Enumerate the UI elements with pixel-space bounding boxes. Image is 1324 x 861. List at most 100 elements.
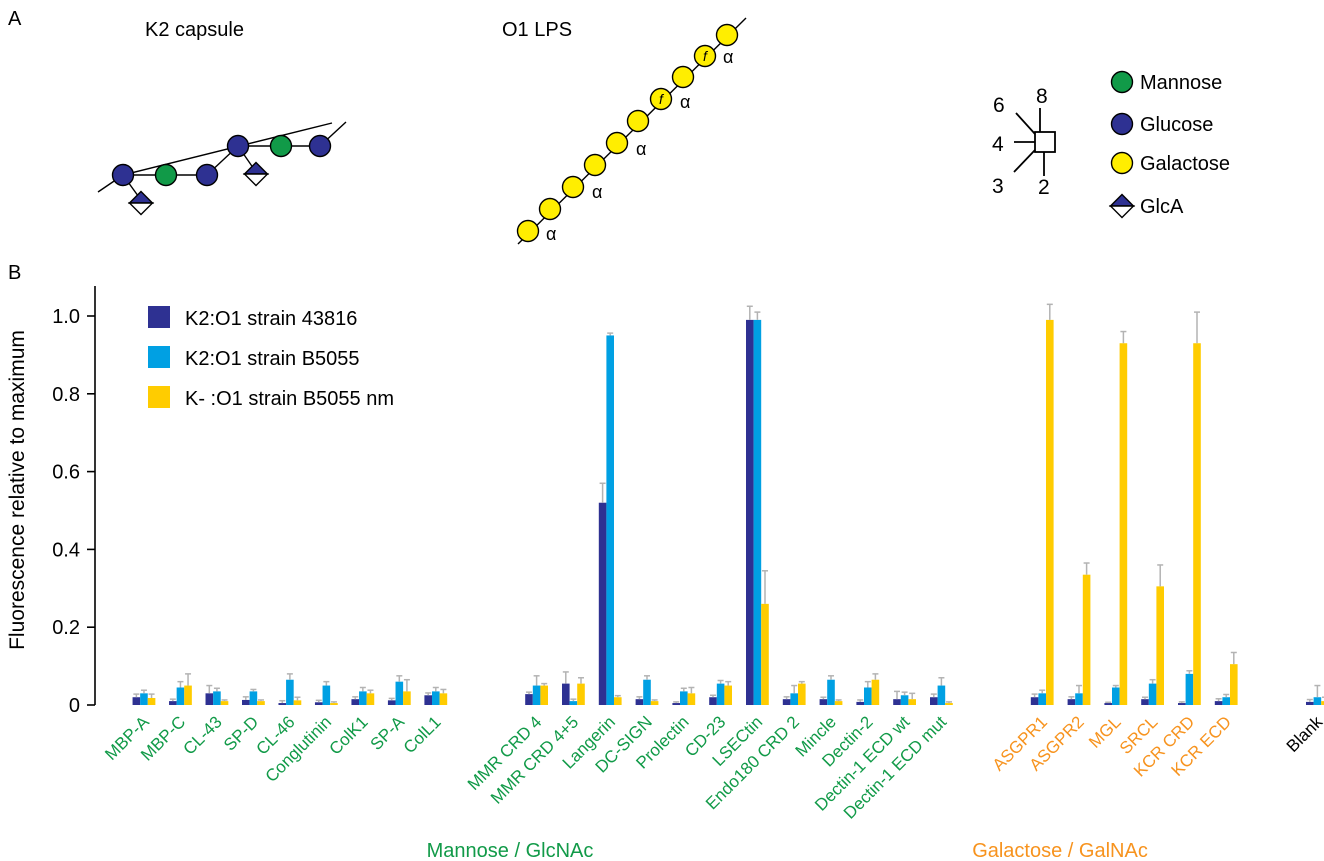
bar-group [351, 686, 375, 705]
bar [753, 319, 762, 705]
bar [687, 693, 696, 705]
bar [1104, 703, 1112, 705]
bar [1321, 701, 1324, 705]
bar-group [278, 673, 302, 705]
bar [532, 685, 541, 705]
y-tick-label: 0.2 [52, 617, 80, 639]
alpha-label: α [546, 224, 556, 244]
bar [1214, 701, 1223, 705]
mannose-key-symbol [1110, 70, 1134, 94]
bar [945, 703, 953, 705]
galactose-residue [693, 44, 717, 68]
galactose-residue [561, 175, 585, 199]
bar [366, 693, 375, 705]
bar-group [387, 675, 411, 705]
y-tick-label: 0 [69, 695, 80, 717]
bar [359, 691, 367, 705]
glca-key-symbol [1108, 193, 1136, 219]
bar [395, 681, 404, 705]
bar [242, 699, 250, 705]
bar [1082, 574, 1091, 705]
bar [577, 683, 585, 705]
o1-lps-structure: f f α α α α α [516, 17, 747, 245]
group-label-mannose: Mannose / GlcNAc [427, 840, 594, 861]
key-label: Galactose [1140, 153, 1230, 175]
bar [1306, 701, 1314, 705]
linkage-number: 8 [1036, 85, 1048, 108]
galactose-residue [626, 109, 650, 133]
bar-group [242, 688, 265, 705]
bar-group [1214, 651, 1238, 705]
linkage-square [1034, 131, 1056, 153]
mannose-residue [154, 163, 178, 187]
bar [1148, 683, 1157, 705]
bar [1313, 697, 1322, 705]
bar [724, 685, 732, 705]
glucose-residue [308, 134, 332, 158]
bar [1067, 699, 1076, 705]
bar [132, 697, 141, 705]
bar [790, 693, 798, 705]
bar-group [169, 673, 192, 705]
bar [205, 693, 214, 705]
legend-label: K2:O1 strain B5055 [185, 348, 360, 370]
bar-group [856, 673, 880, 705]
bar-group [1141, 564, 1164, 705]
bar [856, 701, 864, 705]
x-tick-label: ColK1 [325, 712, 371, 758]
bar [293, 700, 302, 705]
bar [1156, 586, 1164, 705]
x-tick-label: ColL1 [400, 712, 445, 757]
bar [1222, 697, 1230, 705]
furanose-label: f [659, 91, 665, 107]
bar [930, 697, 938, 705]
bar [147, 697, 156, 705]
bar [525, 694, 533, 705]
legend-swatch [148, 346, 170, 368]
bar-group [672, 686, 696, 705]
panel-b-letter: B [8, 262, 21, 284]
legend-label: K2:O1 strain 43816 [185, 308, 357, 330]
glucose-key-symbol [1110, 112, 1134, 136]
bar [900, 695, 909, 705]
bar [330, 703, 338, 705]
legend-swatch [148, 386, 170, 408]
key-label: GlcA [1140, 196, 1184, 218]
bar-group [562, 671, 585, 705]
x-tick-label: Blank [1283, 712, 1324, 756]
bar-group [635, 675, 659, 705]
bar [403, 691, 411, 705]
bar-group [893, 690, 916, 705]
bar [635, 699, 644, 705]
bar [1075, 693, 1083, 705]
o1-lps-title: O1 LPS [502, 19, 572, 41]
bar [257, 701, 265, 705]
bar [1038, 693, 1046, 705]
bar [351, 699, 360, 705]
bar [672, 703, 680, 705]
bar [650, 701, 659, 705]
bar [893, 699, 901, 705]
panel-a: A K2 capsule O1 LPS f f α α α α α [8, 8, 1230, 245]
bar [278, 703, 287, 705]
y-tick-label: 1.0 [52, 306, 80, 328]
k2-capsule-structure [97, 121, 347, 201]
linkage-number: 2 [1038, 176, 1050, 199]
panel-b: B Fluorescence relative to maximum 00.20… [6, 262, 1324, 861]
galactose-residue [671, 65, 695, 89]
galactose-residue [516, 219, 540, 243]
alpha-label: α [680, 92, 690, 112]
bar-group [746, 305, 769, 705]
bar [140, 693, 148, 705]
legend-swatch [148, 306, 170, 328]
furanose-label: f [703, 48, 709, 64]
bar [387, 700, 396, 705]
glca-residue [127, 190, 155, 216]
chart-axes: 0 0.2 0.4 0.6 0.8 1.0 [52, 286, 96, 717]
bar [286, 679, 294, 705]
bar [213, 691, 221, 705]
galactose-residue [605, 131, 629, 155]
bar [761, 603, 769, 705]
bar-group [598, 332, 622, 705]
legend-label: K- :O1 strain B5055 nm [185, 388, 394, 410]
